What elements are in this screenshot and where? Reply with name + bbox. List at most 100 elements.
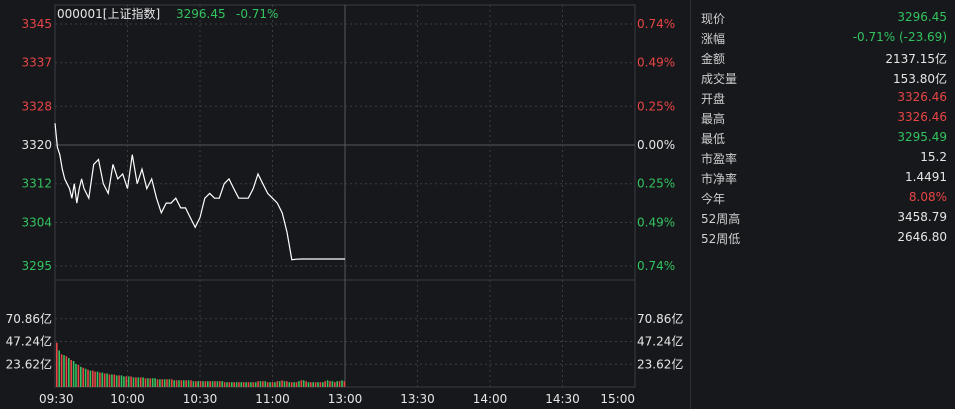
volume-bar [257, 381, 259, 387]
price-tick-label: 3320 [21, 138, 52, 152]
price-tick-label: 3328 [21, 99, 52, 113]
volume-bar [211, 381, 214, 387]
index-name: 000001[上证指数] [57, 6, 160, 21]
volume-bar [326, 380, 329, 387]
volume-bar [324, 381, 326, 387]
quote-row-value: 3326.46 [897, 110, 947, 124]
volume-tick-label-right: 70.86亿 [637, 311, 683, 326]
volume-bar [65, 356, 68, 387]
header-price: 3296.45 [176, 7, 226, 21]
volume-tick-label-right: 23.62亿 [637, 356, 683, 371]
volume-bar [60, 354, 63, 387]
volume-bar [82, 367, 84, 387]
price-tick-label: 3312 [21, 177, 52, 191]
volume-bar [161, 379, 164, 387]
volume-bar [58, 350, 60, 387]
volume-bar [312, 382, 314, 387]
volume-bar [254, 382, 257, 387]
volume-bar [242, 382, 245, 387]
volume-bar [92, 370, 94, 387]
volume-bar [245, 382, 247, 387]
volume-bar [183, 380, 185, 387]
volume-bar [187, 380, 190, 387]
volume-bar [278, 381, 281, 387]
volume-bar [231, 382, 233, 387]
quote-row: 市净率 1.4491 [701, 168, 947, 188]
volume-bar [283, 381, 286, 387]
price-tick-label: 3337 [21, 56, 52, 70]
quote-row: 最高 3326.46 [701, 108, 947, 128]
time-tick-label: 10:30 [183, 392, 218, 406]
quote-row-label: 涨幅 [701, 32, 726, 46]
volume-bar [180, 380, 183, 387]
volume-bar [264, 381, 267, 387]
volume-bar [80, 366, 82, 387]
volume-bar [250, 382, 252, 387]
volume-bar [343, 381, 346, 387]
quote-row-label: 现价 [701, 12, 726, 26]
pct-tick-label: 0.74% [637, 259, 675, 273]
volume-bar [235, 382, 238, 387]
quote-row-value: -0.71% (-23.69) [852, 30, 947, 44]
quote-row: 52周高 3458.79 [701, 208, 947, 228]
pct-tick-label: 0.49% [637, 215, 675, 229]
time-tick-label: 14:00 [473, 392, 508, 406]
volume-bar [115, 375, 118, 387]
volume-bar [72, 361, 75, 387]
volume-bar [154, 378, 156, 387]
volume-bar [298, 381, 300, 387]
volume-bar [149, 378, 152, 387]
volume-bar [252, 382, 255, 387]
quote-row-value: 8.08% [908, 190, 947, 204]
price-line [54, 123, 345, 261]
volume-bar [192, 381, 195, 387]
volume-bar [159, 379, 161, 387]
volume-bar [209, 381, 211, 387]
volume-bar [142, 377, 144, 387]
volume-bar [338, 381, 341, 387]
quote-row-value: 15.2 [920, 150, 947, 164]
volume-bar [329, 381, 331, 387]
pct-tick-label: 0.25% [637, 99, 675, 113]
volume-bar [266, 382, 269, 387]
quote-row: 涨幅 -0.71% (-23.69) [701, 28, 947, 48]
quote-row: 52周低 2646.80 [701, 228, 947, 248]
quote-row: 金额 2137.15亿 [701, 48, 947, 68]
volume-bar [195, 381, 197, 387]
volume-bar [207, 381, 209, 387]
volume-bar [199, 381, 202, 387]
volume-bar [56, 342, 58, 387]
intraday-chart[interactable]: 3345 0.74% 3337 0.49% 3328 0.25% 3320 0.00% 3312… [0, 0, 690, 409]
volume-bar [204, 381, 207, 387]
quote-row-label: 市净率 [701, 172, 738, 186]
volume-bar [274, 382, 276, 387]
volume-bar [111, 374, 113, 387]
time-tick-label: 15:00 [600, 392, 635, 406]
volume-bar [259, 381, 262, 387]
volume-tick-label-right: 47.24亿 [637, 334, 683, 349]
volume-bar [214, 381, 216, 387]
volume-bar [288, 382, 291, 387]
quote-row-value: 1.4491 [905, 170, 947, 184]
pct-tick-label: 0.00% [637, 138, 675, 152]
volume-bar [300, 380, 303, 387]
volume-bar [137, 377, 140, 387]
volume-bar [223, 382, 226, 387]
volume-bar [226, 382, 228, 387]
volume-bar [216, 381, 219, 387]
volume-bar [305, 381, 307, 387]
volume-bar [68, 358, 70, 387]
volume-bar [219, 381, 221, 387]
quote-row-label: 52周高 [701, 212, 741, 226]
volume-bar [286, 381, 288, 387]
quote-row-value: 3296.45 [897, 10, 947, 24]
volume-tick-label: 70.86亿 [6, 311, 52, 326]
volume-bar [175, 380, 178, 387]
volume-bar [317, 382, 319, 387]
quote-panel: 现价 3296.45 涨幅 -0.71% (-23.69) 金额 2137.15亿 成交量 1… [690, 0, 955, 409]
volume-bar [171, 379, 173, 387]
volume-bar [70, 360, 72, 387]
volume-tick-label: 47.24亿 [6, 334, 52, 349]
header-change: -0.71% [236, 7, 278, 21]
